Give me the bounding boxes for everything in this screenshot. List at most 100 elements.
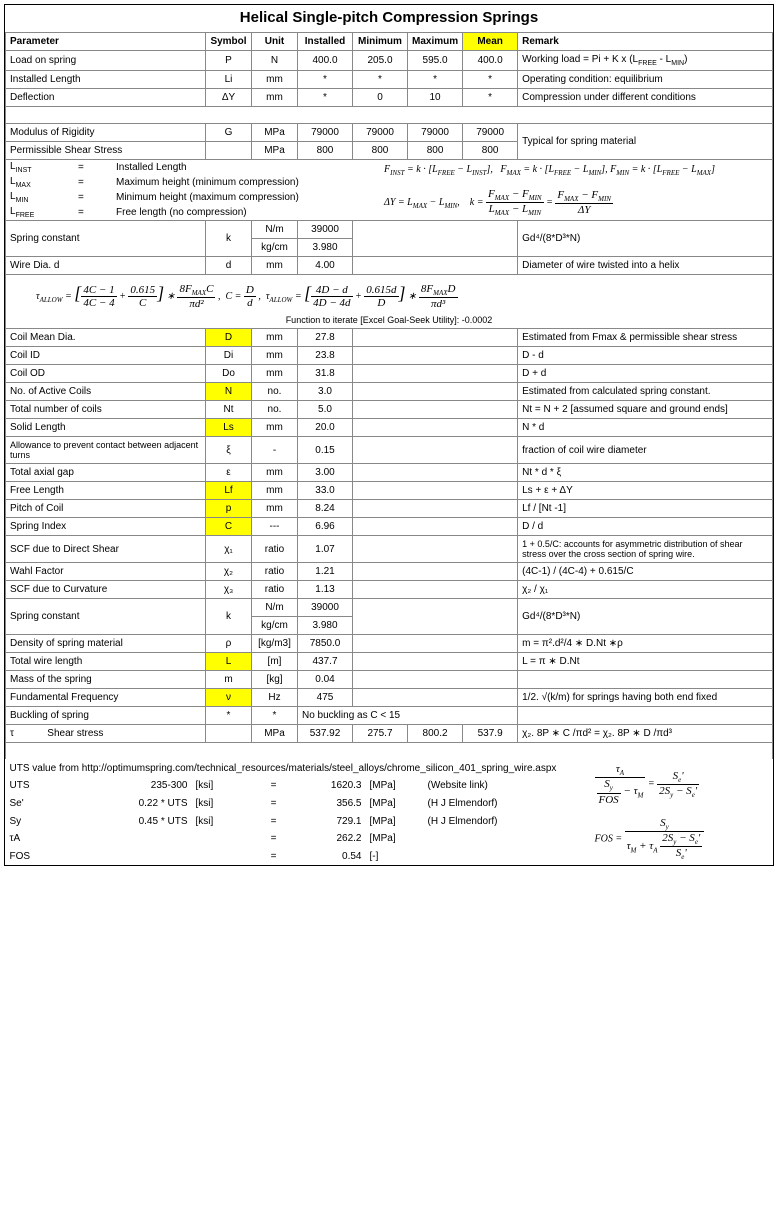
cell: 20.0 bbox=[298, 419, 353, 437]
cell: Coil ID bbox=[6, 347, 206, 365]
cell: Total wire length bbox=[6, 653, 206, 671]
cell: [ksi] bbox=[192, 777, 250, 795]
cell: 1/2. √(k/m) for springs having both end … bbox=[518, 689, 773, 707]
cell: * bbox=[463, 89, 518, 107]
row-deflection: Deflection ΔY mm * 0 10 * Compression un… bbox=[6, 89, 773, 107]
cell: mm bbox=[252, 257, 298, 275]
text: INST bbox=[16, 167, 32, 174]
row-wire-dia: Wire Dia. d d mm 4.00 Diameter of wire t… bbox=[6, 257, 773, 275]
cell bbox=[353, 653, 518, 671]
cell bbox=[192, 848, 250, 866]
cell bbox=[353, 500, 518, 518]
cell: k bbox=[206, 221, 252, 257]
cell: m = π².d²/4 ∗ D.Nt ∗ρ bbox=[518, 635, 773, 653]
text: Working load = Pi + K x (L bbox=[522, 54, 638, 65]
cell: Lf / [Nt -1] bbox=[518, 500, 773, 518]
cell bbox=[353, 671, 518, 689]
row-scf-direct: SCF due to Direct Shearχ₁ratio1.071 + 0.… bbox=[6, 536, 773, 563]
cell: D bbox=[206, 329, 252, 347]
cell: = bbox=[250, 777, 298, 795]
cell: * bbox=[252, 707, 298, 725]
cell: L bbox=[206, 653, 252, 671]
cell: (4C-1) / (4C-4) + 0.615/C bbox=[518, 563, 773, 581]
cell: p bbox=[206, 500, 252, 518]
row-wahl: Wahl Factorχ₂ratio1.21(4C-1) / (4C-4) + … bbox=[6, 563, 773, 581]
cell: [MPa] bbox=[366, 830, 424, 848]
cell: mm bbox=[252, 500, 298, 518]
formula-tau-allow: τALLOW = [4C − 14C − 4 + 0.615C] ∗ 8FMAX… bbox=[6, 275, 773, 313]
cell: Ls bbox=[206, 419, 252, 437]
text: Maximum height (minimum compression) bbox=[112, 175, 380, 190]
cell: no. bbox=[252, 383, 298, 401]
h-max: Maximum bbox=[408, 33, 463, 51]
cell: 0.45 * UTS bbox=[104, 812, 192, 830]
cell: mm bbox=[252, 329, 298, 347]
cell: 537.9 bbox=[463, 725, 518, 743]
row-axial-gap: Total axial gapεmm3.00Nt * d * ξ bbox=[6, 464, 773, 482]
text: Minimum height (maximum compression) bbox=[112, 190, 380, 205]
cell: Se' bbox=[6, 795, 104, 813]
cell: N bbox=[252, 51, 298, 71]
cell: 10 bbox=[408, 89, 463, 107]
cell: χ₃ bbox=[206, 581, 252, 599]
cell: 400.0 bbox=[463, 51, 518, 71]
cell: * bbox=[408, 71, 463, 89]
row-load: Load on spring P N 400.0 205.0 595.0 400… bbox=[6, 51, 773, 71]
cell bbox=[353, 599, 518, 635]
cell: mm bbox=[252, 89, 298, 107]
cell: 79000 bbox=[298, 124, 353, 142]
page-title: Helical Single-pitch Compression Springs bbox=[5, 9, 773, 26]
cell bbox=[353, 221, 518, 257]
cell: kg/cm bbox=[252, 617, 298, 635]
cell: P bbox=[206, 51, 252, 71]
def-linst: LINST = Installed Length FINST = k · [LF… bbox=[6, 160, 772, 175]
cell: = bbox=[250, 830, 298, 848]
cell: 79000 bbox=[408, 124, 463, 142]
cell: 595.0 bbox=[408, 51, 463, 71]
cell: 0.04 bbox=[298, 671, 353, 689]
cell: 0.22 * UTS bbox=[104, 795, 192, 813]
cell bbox=[424, 848, 587, 866]
cell: Li bbox=[206, 71, 252, 89]
cell: Allowance to prevent contact between adj… bbox=[6, 437, 206, 464]
cell: Installed Length bbox=[6, 71, 206, 89]
cell: 39000 bbox=[298, 221, 353, 239]
header-row: Parameter Symbol Unit Installed Minimum … bbox=[6, 33, 773, 51]
cell: * bbox=[298, 71, 353, 89]
cell bbox=[353, 689, 518, 707]
cell: Permissible Shear Stress bbox=[6, 142, 206, 160]
cell: Solid Length bbox=[6, 419, 206, 437]
cell: Compression under different conditions bbox=[518, 89, 773, 107]
cell: MPa bbox=[252, 725, 298, 743]
cell: No. of Active Coils bbox=[6, 383, 206, 401]
cell: * bbox=[298, 89, 353, 107]
cell: [-] bbox=[366, 848, 424, 866]
cell: FOS bbox=[6, 848, 104, 866]
cell: ΔY bbox=[206, 89, 252, 107]
cell: 800 bbox=[353, 142, 408, 160]
cell: 8.24 bbox=[298, 500, 353, 518]
cell: Nt * d * ξ bbox=[518, 464, 773, 482]
row-density: Density of spring materialρ[kg/m3]7850.0… bbox=[6, 635, 773, 653]
cell: Typical for spring material bbox=[518, 124, 773, 160]
cell: SCF due to Curvature bbox=[6, 581, 206, 599]
cell bbox=[192, 830, 250, 848]
cell: MPa bbox=[252, 124, 298, 142]
cell: 79000 bbox=[463, 124, 518, 142]
cell: * bbox=[353, 71, 408, 89]
cell: χ₁ bbox=[206, 536, 252, 563]
row-free-length: Free LengthLfmm33.0Ls + ε + ΔY bbox=[6, 482, 773, 500]
cell: [ksi] bbox=[192, 812, 250, 830]
row-coil-id: Coil IDDimm23.8D - d bbox=[6, 347, 773, 365]
cell: 275.7 bbox=[353, 725, 408, 743]
cell: 33.0 bbox=[298, 482, 353, 500]
text: MAX bbox=[16, 182, 31, 189]
cell: Diameter of wire twisted into a helix bbox=[518, 257, 773, 275]
cell: 262.2 bbox=[298, 830, 366, 848]
cell bbox=[353, 257, 518, 275]
cell: D + d bbox=[518, 365, 773, 383]
cell: 27.8 bbox=[298, 329, 353, 347]
cell: ξ bbox=[206, 437, 252, 464]
cell: 235-300 bbox=[104, 777, 192, 795]
cell: Coil OD bbox=[6, 365, 206, 383]
